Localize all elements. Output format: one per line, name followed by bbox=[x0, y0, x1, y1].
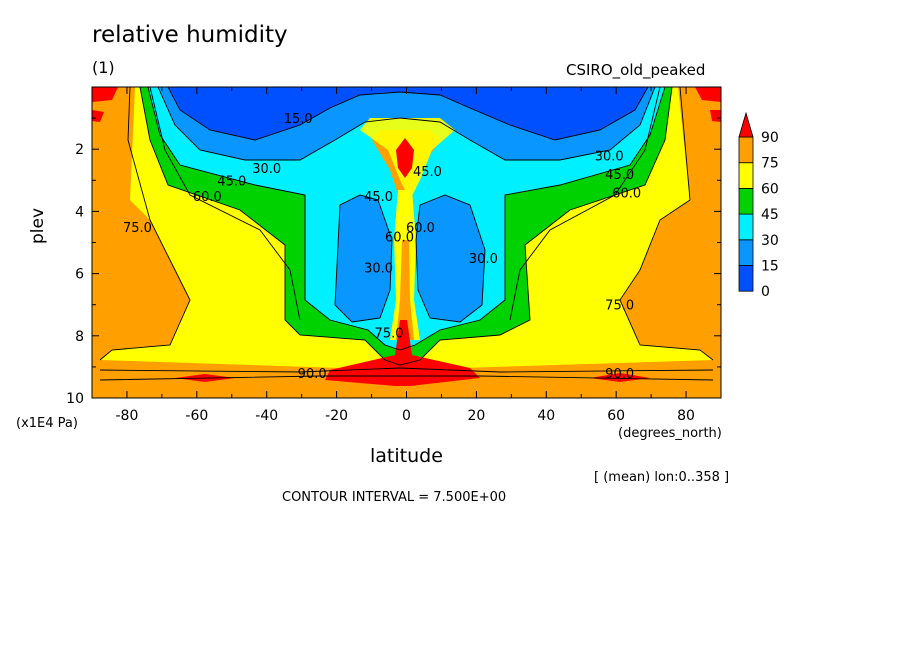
x-tick-label: 20 bbox=[467, 408, 485, 424]
colorbar-swatch bbox=[738, 187, 754, 215]
field-lower-red-right bbox=[590, 373, 650, 382]
y-tick-label: 10 bbox=[66, 391, 84, 407]
x-axis: -80 -60 -40 -20 0 20 40 60 80 bbox=[91, 87, 722, 424]
colorbar-label: 15 bbox=[761, 259, 779, 275]
colorbar-label: 30 bbox=[761, 233, 779, 249]
colorbar-swatch bbox=[738, 213, 754, 241]
model-label: CSIRO_old_peaked bbox=[566, 61, 706, 79]
contour-lines bbox=[99, 87, 714, 381]
colorbar-swatch bbox=[738, 136, 754, 164]
contour-labels: 15.030.045.060.075.030.045.060.075.045.0… bbox=[123, 112, 641, 382]
contour-label: 45.0 bbox=[217, 174, 246, 189]
contour-label: 45.0 bbox=[605, 168, 634, 183]
contour-label: 30.0 bbox=[595, 149, 624, 164]
x-tick-label: -20 bbox=[325, 408, 348, 424]
x-tick-label: 60 bbox=[607, 408, 625, 424]
x-axis-unit: (degrees_north) bbox=[618, 426, 722, 441]
x-tick-label: 80 bbox=[677, 408, 695, 424]
contour-label: 90.0 bbox=[605, 367, 634, 382]
colorbar-swatch bbox=[738, 239, 754, 266]
y-tick-label: 8 bbox=[75, 329, 84, 345]
panel-label: (1) bbox=[92, 58, 115, 77]
field-edge-red-right bbox=[695, 87, 721, 102]
chart-title: relative humidity bbox=[92, 22, 288, 48]
field-15-30-right bbox=[416, 195, 485, 322]
contour-label: 60.0 bbox=[612, 187, 641, 202]
contour-label: 30.0 bbox=[364, 261, 393, 276]
contour-label: 75.0 bbox=[605, 299, 634, 314]
x-tick-label: -40 bbox=[255, 408, 278, 424]
colorbar-label: 60 bbox=[761, 181, 779, 197]
field-0-15 bbox=[168, 87, 648, 140]
contour-label: 45.0 bbox=[413, 165, 442, 180]
contour-label: 30.0 bbox=[469, 252, 498, 267]
field-core-column-orange bbox=[396, 240, 414, 340]
contour-label: 60.0 bbox=[385, 230, 414, 245]
contour-fields bbox=[92, 87, 721, 398]
colorbar-swatch bbox=[738, 162, 754, 189]
x-axis-label: latitude bbox=[370, 445, 443, 467]
field-core-upper-red bbox=[396, 138, 414, 178]
contour-label: 90.0 bbox=[298, 367, 327, 382]
y-tick-label: 6 bbox=[75, 267, 84, 283]
contour-label: 15.0 bbox=[284, 112, 313, 127]
field-15-30-left bbox=[335, 195, 392, 322]
contour-label: 75.0 bbox=[375, 327, 404, 342]
x-tick-label: -60 bbox=[185, 408, 208, 424]
colorbar-label: 45 bbox=[761, 207, 779, 223]
contour-label: 30.0 bbox=[252, 162, 281, 177]
colorbar-label: 75 bbox=[761, 156, 779, 172]
contour-label: 75.0 bbox=[123, 221, 152, 236]
x-tick-label: 0 bbox=[402, 408, 411, 424]
field-edge-red-left bbox=[92, 87, 118, 102]
field-edge-red-right2 bbox=[710, 110, 721, 122]
y-tick-label: 4 bbox=[75, 204, 84, 220]
y-axis-unit: (x1E4 Pa) bbox=[16, 416, 78, 431]
colorbar-overflow-arrow bbox=[738, 111, 754, 138]
field-edge-red-left2 bbox=[92, 110, 104, 122]
y-axis: 2 4 6 8 10 bbox=[66, 117, 721, 407]
contour-interval-note: CONTOUR INTERVAL = 7.500E+00 bbox=[282, 490, 507, 505]
colorbar-swatch bbox=[738, 265, 754, 292]
contour-label: 60.0 bbox=[193, 190, 222, 205]
colorbar-label: 90 bbox=[761, 130, 779, 146]
x-tick-label: -80 bbox=[116, 408, 139, 424]
contour-label: 45.0 bbox=[364, 190, 393, 205]
x-tick-label: 40 bbox=[537, 408, 555, 424]
y-tick-label: 2 bbox=[75, 142, 84, 158]
contour-label: 60.0 bbox=[406, 221, 435, 236]
colorbar: 0 15 30 45 60 75 90 bbox=[738, 111, 779, 300]
colorbar-label: 0 bbox=[761, 284, 770, 300]
averaging-note: [ (mean) lon:0..358 ] bbox=[594, 470, 730, 485]
